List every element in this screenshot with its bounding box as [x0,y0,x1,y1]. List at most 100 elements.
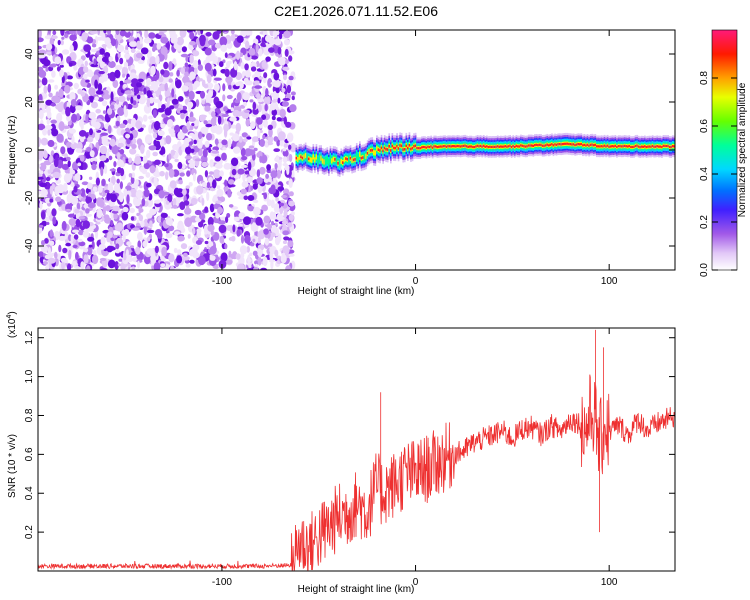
noise-speckle [87,202,96,209]
noise-speckle [225,216,229,224]
signal-track-cell [337,162,339,165]
signal-track-cell [557,143,559,146]
noise-speckle [111,38,117,47]
noise-speckle [177,161,183,170]
noise-speckle [99,155,107,161]
noise-speckle [283,143,289,148]
noise-speckle [123,104,127,115]
noise-speckle [194,158,202,162]
noise-speckle [247,205,255,212]
noise-speckle [235,122,241,133]
noise-speckle [161,113,167,118]
signal-track-cell [430,145,432,148]
noise-speckle [56,133,64,143]
noise-speckle [89,157,98,163]
signal-track-cell [365,153,367,159]
snr-ticks: -100 0 100 0.2 0.4 0.6 0.8 1.0 1.2 [24,328,675,588]
noise-speckle [110,91,114,102]
signal-track-cell [402,148,405,151]
noise-speckle [153,171,162,178]
signal-track-cell [558,143,561,146]
noise-speckle [67,263,72,270]
signal-track-cell [498,145,501,148]
noise-speckle [185,146,192,155]
noise-speckle [145,172,151,178]
noise-speckle [121,211,129,221]
noise-speckle [94,96,99,101]
noise-speckle [59,101,65,111]
signal-track-cell [352,158,355,162]
noise-speckle [64,84,71,94]
noise-speckle [119,148,125,155]
noise-speckle [144,30,149,39]
noise-speckle [123,229,130,236]
noise-speckle [51,70,56,78]
noise-speckle [125,185,132,191]
noise-speckle [104,52,111,58]
signal-track-cell [355,151,358,161]
noise-speckle [242,138,248,143]
noise-speckle [201,197,205,206]
noise-speckle [89,30,98,35]
colorbar: 0.0 0.2 0.4 0.6 0.8 Normalized spectral ampl… [699,29,748,277]
signal-track-cell [304,153,307,159]
signal-track-cell [535,143,538,146]
noise-speckle [236,35,244,43]
noise-speckle [274,163,278,169]
signal-track-cell [594,143,597,146]
signal-track-cell [422,145,425,149]
signal-track-cell [537,144,539,147]
signal-track-cell [605,145,607,148]
noise-speckle [49,185,53,195]
signal-track-cell [534,144,536,147]
noise-speckle [188,196,192,200]
noise-speckle [71,261,77,266]
noise-speckle [94,133,100,141]
noise-speckle [286,84,292,94]
noise-speckle [111,210,119,214]
noise-speckle [240,188,247,195]
noise-speckle [133,196,138,206]
noise-speckle [224,243,228,250]
noise-speckle [166,119,174,128]
noise-speckle [285,265,292,270]
noise-speckle [74,208,80,214]
noise-speckle [267,243,273,247]
signal-track-cell [667,144,669,147]
noise-speckle [102,208,106,216]
noise-speckle [61,163,69,170]
noise-speckle [124,79,132,84]
noise-speckle [258,103,262,113]
noise-speckle [138,208,144,213]
signal-track-cell [503,145,505,148]
noise-speckle [244,63,249,71]
noise-speckle [102,93,111,100]
signal-track-cell [515,144,518,147]
signal-track-cell [461,145,463,148]
noise-speckle [150,80,159,91]
signal-track-cell [465,145,468,148]
noise-speckle [207,224,215,232]
noise-speckle [152,109,158,118]
noise-speckle [256,169,261,178]
signal-track-cell [518,145,521,148]
noise-speckle [112,234,118,239]
noise-speckle [41,77,48,86]
noise-speckle [78,216,86,220]
noise-speckle [239,52,244,57]
noise-speckle [209,203,215,213]
noise-speckle [115,120,120,127]
noise-speckle [237,168,245,175]
noise-speckle [252,136,259,143]
noise-speckle [80,123,84,131]
noise-speckle [38,176,44,180]
noise-speckle [111,144,119,155]
signal-track-cell [647,145,649,148]
noise-speckle [40,211,46,220]
signal-track-cell [380,146,383,150]
signal-track-cell [317,157,319,166]
signal-track-cell [476,144,479,147]
noise-speckle [65,242,72,247]
noise-speckle [136,82,142,88]
noise-speckle [83,66,89,73]
